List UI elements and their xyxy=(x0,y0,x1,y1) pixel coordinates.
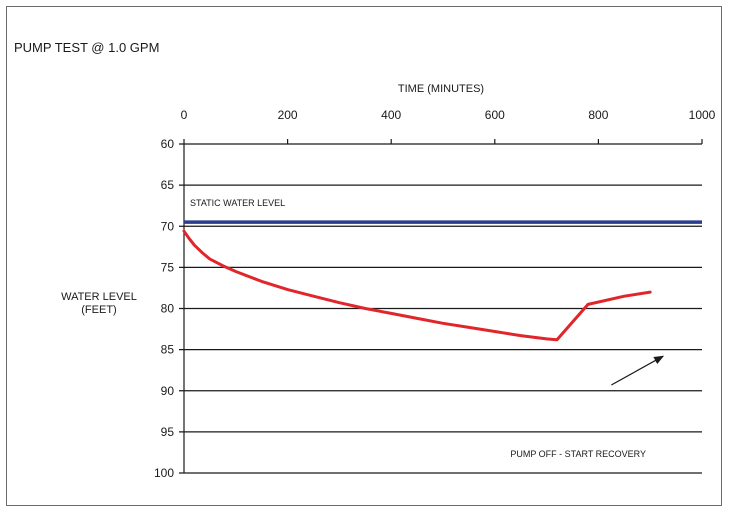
x-axis-label: TIME (MINUTES) xyxy=(398,83,484,95)
y-tick-label: 60 xyxy=(161,137,175,151)
y-tick-label: 65 xyxy=(161,178,175,192)
y-tick-label: 95 xyxy=(161,425,175,439)
series-layer xyxy=(182,229,652,342)
annotation-arrow xyxy=(611,355,665,386)
annotation-label: PUMP OFF - START RECOVERY xyxy=(510,449,646,459)
y-tick-label: 85 xyxy=(161,343,175,357)
x-tick-label: 200 xyxy=(278,108,298,122)
x-tick-label: 1000 xyxy=(689,108,716,122)
x-tick-label: 0 xyxy=(181,108,188,122)
x-tick-label: 400 xyxy=(381,108,401,122)
chart-title: PUMP TEST @ 1.0 GPM xyxy=(14,40,159,55)
y-tick-label: 90 xyxy=(161,384,175,398)
y-tick-label: 100 xyxy=(154,466,174,480)
y-tick-label: 75 xyxy=(161,260,175,274)
static-water-level-label: STATIC WATER LEVEL xyxy=(190,198,285,208)
static-water-level-group: STATIC WATER LEVEL xyxy=(184,198,702,224)
annotation-layer: PUMP OFF - START RECOVERY xyxy=(510,355,665,459)
y-axis-label-line-2: (FEET) xyxy=(81,304,116,316)
y-tick-label: 80 xyxy=(161,302,175,316)
grid-lines xyxy=(179,143,702,474)
y-axis-label-line-1: WATER LEVEL xyxy=(61,291,137,303)
x-tick-label: 600 xyxy=(485,108,505,122)
water-level-series-line xyxy=(182,229,652,342)
chart-frame xyxy=(6,6,722,506)
x-tick-label: 800 xyxy=(588,108,608,122)
y-tick-label: 70 xyxy=(161,219,175,233)
